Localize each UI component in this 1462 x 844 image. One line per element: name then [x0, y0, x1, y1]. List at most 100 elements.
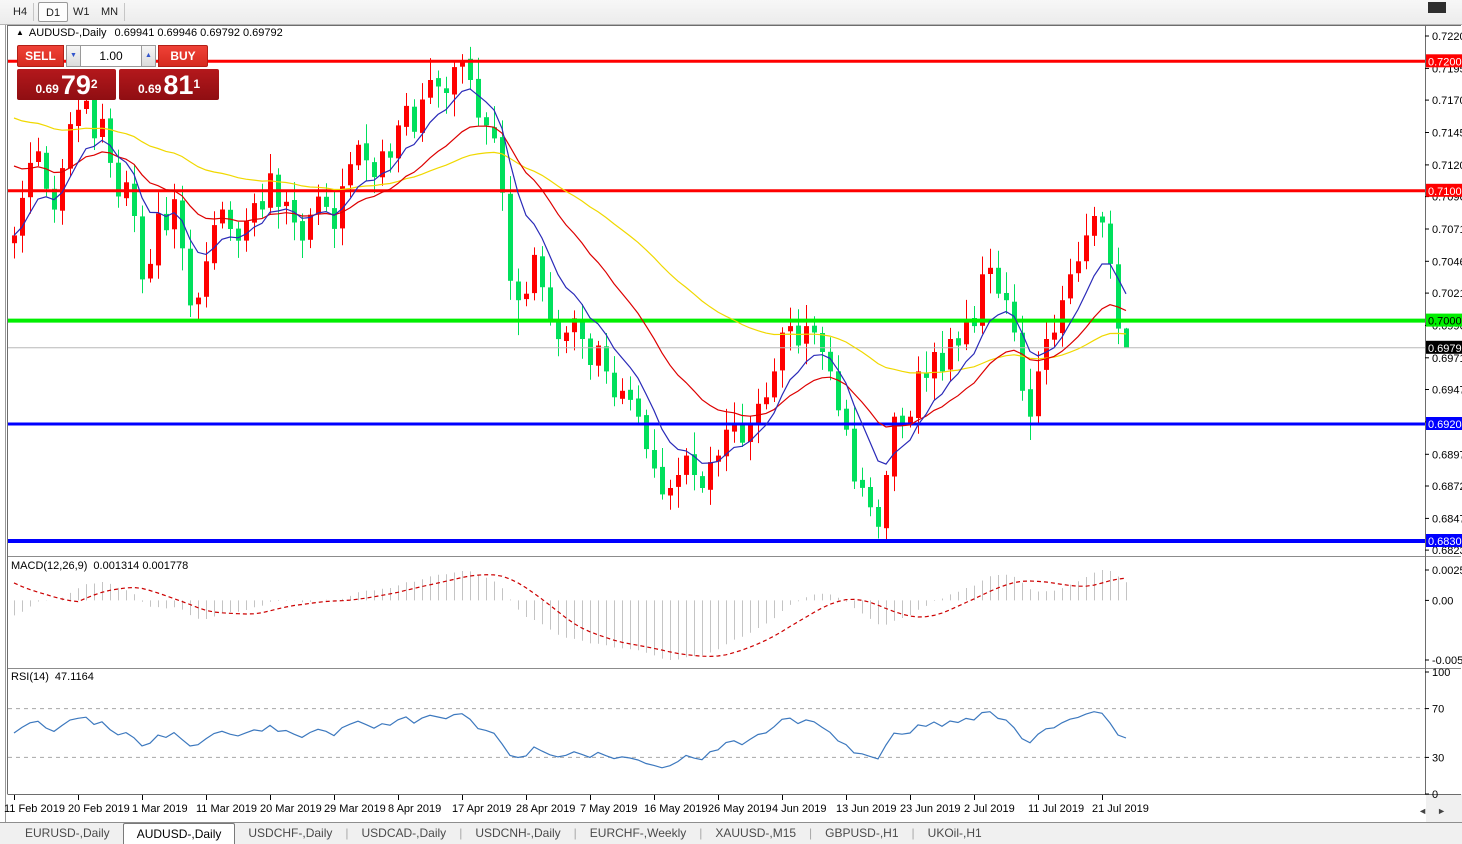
price-tick-label: 0.71205 — [1432, 160, 1462, 172]
macd-histogram — [14, 570, 1127, 660]
buy-button[interactable]: BUY — [158, 45, 208, 67]
macd-tick-label: 0.00 — [1432, 595, 1453, 607]
tab-gbpusd-h1[interactable]: GBPUSD-,H1 — [825, 826, 899, 840]
tab-separator: | — [459, 826, 463, 840]
buy-price-pips: 81 — [163, 70, 194, 100]
price-flag-0.70002 — [1426, 313, 1462, 327]
tab-scroll-arrows: ◄► — [1418, 806, 1456, 816]
date-tick-label: 2 Jul 2019 — [964, 803, 1015, 815]
tf-button-mn[interactable]: MN — [101, 6, 119, 18]
rsi-line — [13, 711, 1127, 769]
price-flag-0.72005 — [1426, 54, 1462, 68]
date-tick-label: 26 May 2019 — [708, 803, 772, 815]
price-tick-label: 0.68230 — [1432, 545, 1462, 557]
price-flag-label: 0.70002 — [1428, 316, 1462, 328]
price-flag-0.69204 — [1426, 417, 1462, 430]
timeframe-toolbar: H4 D1 W1 MN — [0, 0, 1462, 25]
sell-price-box[interactable]: 0.69 79 2 — [17, 69, 116, 100]
window-icon[interactable] — [1428, 2, 1446, 13]
ma-fast-line — [13, 88, 1127, 465]
chart-canvas[interactable]: 0.722000.719500.717050.714550.712050.709… — [0, 0, 1462, 822]
tab-separator: | — [345, 826, 349, 840]
tab-separator: | — [911, 826, 915, 840]
tab-separator: | — [573, 826, 577, 840]
price-flag-label: 0.72005 — [1428, 56, 1462, 68]
sell-price-pips: 79 — [60, 70, 91, 100]
date-tick-label: 8 Apr 2019 — [388, 803, 441, 815]
sell-price-point: 2 — [90, 77, 98, 91]
symbol-arrow-icon: ▲ — [16, 28, 24, 37]
date-tick-label: 20 Feb 2019 — [68, 803, 130, 815]
date-tick-label: 11 Feb 2019 — [4, 803, 65, 815]
sell-button[interactable]: SELL — [17, 45, 64, 67]
tab-scroll-right-icon[interactable]: ► — [1437, 806, 1456, 816]
tab-eurusd-daily[interactable]: EURUSD-,Daily — [25, 826, 110, 840]
volume-input[interactable] — [81, 45, 141, 67]
price-tick-label: 0.72200 — [1432, 31, 1462, 43]
tf-button-h4[interactable]: H4 — [13, 6, 28, 18]
toolbar-divider — [33, 3, 34, 21]
date-tick-label: 13 Jun 2019 — [836, 803, 897, 815]
price-flag-label: 0.71005 — [1428, 186, 1462, 198]
price-tick-label: 0.68970 — [1432, 449, 1462, 461]
tab-eurchf-weekly[interactable]: EURCHF-,Weekly — [589, 826, 687, 840]
candles-layer — [12, 46, 1129, 540]
tab-ukoil-h1[interactable]: UKOil-,H1 — [927, 826, 982, 840]
tab-separator: | — [809, 826, 813, 840]
date-tick-label: 1 Mar 2019 — [132, 803, 188, 815]
price-flag-0.71005 — [1426, 183, 1462, 197]
chart-ohlc-quote: 0.69941 0.69946 0.69792 0.69792 — [114, 27, 283, 39]
price-flag-0.69792 — [1426, 340, 1462, 354]
chart-symbol-period: AUDUSD-,Daily — [28, 27, 107, 39]
rsi-label: RSI(14) 47.1164 — [11, 671, 94, 683]
tab-xauusd-m15[interactable]: XAUUSD-,M15 — [715, 826, 797, 840]
price-tick-label: 0.70710 — [1432, 224, 1462, 236]
tab-audusd-daily[interactable]: AUDUSD-,Daily — [122, 823, 236, 844]
tf-button-w1[interactable]: W1 — [73, 6, 90, 18]
buy-price-prefix: 0.69 — [137, 82, 162, 96]
symbol-tab-bar: EURUSD-,Daily AUDUSD-,Daily USDCHF-,Daily |… — [0, 822, 1462, 844]
macd-label: MACD(12,26,9) 0.001314 0.001778 — [11, 560, 188, 572]
price-tick-label: 0.71455 — [1432, 127, 1462, 139]
chart-title: ▲ AUDUSD-,Daily 0.69941 0.69946 0.69792 0.… — [16, 27, 283, 39]
tab-usdchf-daily[interactable]: USDCHF-,Daily — [248, 826, 333, 840]
date-tick-label: 11 Mar 2019 — [196, 803, 257, 815]
volume-increase-icon[interactable]: ▲ — [141, 45, 156, 67]
tab-scroll-left-icon[interactable]: ◄ — [1418, 806, 1438, 816]
rsi-value: 47.1164 — [54, 671, 94, 683]
buy-price-point: 1 — [193, 77, 201, 91]
macd-title: MACD(12,26,9) — [11, 560, 88, 572]
price-tick-label: 0.70215 — [1432, 288, 1462, 300]
date-tick-label: 23 Jun 2019 — [900, 803, 961, 815]
price-tick-label: 0.68725 — [1432, 481, 1462, 493]
price-flag-label: 0.69792 — [1428, 343, 1462, 355]
volume-decrease-icon[interactable]: ▼ — [66, 45, 81, 67]
date-tick-label: 17 Apr 2019 — [452, 803, 511, 815]
tab-usdcnh-daily[interactable]: USDCNH-,Daily — [475, 826, 561, 840]
macd-tick-label: 0.002522 — [1432, 565, 1462, 577]
tf-button-d1[interactable]: D1 — [38, 2, 69, 22]
date-tick-label: 11 Jul 2019 — [1028, 803, 1084, 815]
sell-price-prefix: 0.69 — [35, 82, 59, 96]
date-tick-label: 7 May 2019 — [580, 803, 637, 815]
date-tick-label: 4 Jun 2019 — [772, 803, 826, 815]
rsi-tick-label: 0 — [1432, 789, 1438, 801]
date-tick-label: 20 Mar 2019 — [260, 803, 322, 815]
price-flag-label: 0.69204 — [1428, 419, 1462, 431]
date-tick-label: 28 Apr 2019 — [516, 803, 575, 815]
tab-usdcad-daily[interactable]: USDCAD-,Daily — [361, 826, 447, 840]
buy-price-box[interactable]: 0.69 81 1 — [119, 69, 219, 100]
price-tick-label: 0.68475 — [1432, 513, 1462, 525]
price-tick-label: 0.69470 — [1432, 385, 1462, 397]
date-tick-label: 16 May 2019 — [644, 803, 708, 815]
rsi-tick-label: 30 — [1432, 752, 1444, 764]
price-tick-label: 0.69715 — [1432, 353, 1462, 365]
price-tick-label: 0.71705 — [1432, 95, 1462, 107]
corner-strip — [1426, 794, 1462, 822]
ma-slow-line — [13, 117, 1127, 374]
macd-signal-line — [13, 574, 1127, 658]
rsi-tick-label: 70 — [1432, 704, 1444, 716]
